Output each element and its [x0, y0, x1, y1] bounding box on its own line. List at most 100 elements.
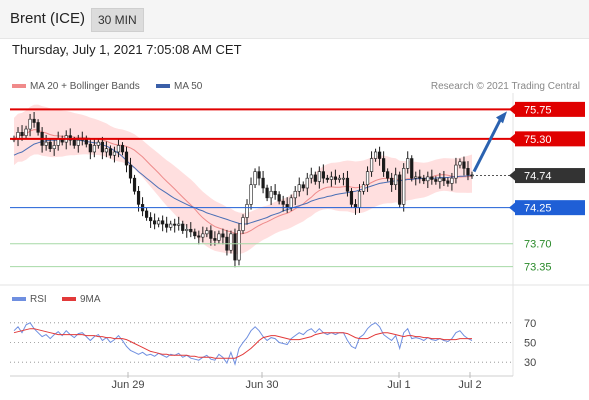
candle-body [265, 187, 269, 199]
candle-body [169, 223, 173, 228]
candle-body [249, 184, 253, 205]
candle-body [349, 190, 354, 205]
level-label-74.25: 74.25 [524, 203, 552, 215]
candle-body [261, 177, 265, 189]
candle-body [217, 233, 221, 241]
candle-body [124, 151, 129, 166]
candle-body [321, 171, 325, 179]
candle-body [305, 177, 309, 189]
level-tag-75.30 [515, 131, 585, 147]
candle-body [92, 145, 96, 153]
candle-body [414, 176, 418, 179]
level-tag-75.75 [515, 101, 585, 117]
candle-body [205, 230, 209, 235]
level-tag-74.25 [515, 200, 585, 216]
candle-body [24, 128, 28, 136]
ma20-swatch-icon [12, 84, 26, 89]
x-tick-jun-29: Jun 29 [111, 379, 144, 391]
candle-body [44, 141, 48, 146]
chart-header: Brent (ICE) 30 MIN [0, 0, 589, 39]
candle-body [104, 148, 109, 153]
candle-body [20, 132, 24, 136]
candle-body [229, 233, 233, 251]
legend-9ma: 9MA [62, 294, 101, 305]
level-tag-arrow-icon [509, 170, 515, 181]
level-tag-arrow-icon [509, 133, 515, 144]
candle-body [289, 197, 293, 208]
candle-body [418, 176, 422, 179]
candle-body [213, 238, 217, 241]
candle-body [365, 171, 370, 186]
candle-body [201, 233, 205, 238]
rsi-swatch-icon [12, 297, 26, 302]
candle-body [209, 230, 213, 239]
candle-body [301, 184, 305, 189]
candle-body [48, 141, 52, 149]
candle-body [426, 176, 430, 182]
candle-body [72, 139, 76, 146]
candle-body [185, 228, 189, 231]
legend-ma50-label: MA 50 [174, 81, 203, 92]
candle-body [430, 176, 434, 180]
candle-body [450, 177, 454, 184]
candle-body [96, 141, 100, 146]
candle-body [386, 171, 390, 179]
candle-body [237, 230, 241, 261]
level-tag-arrow-icon [509, 202, 515, 213]
legend-rsi: RSI [12, 294, 47, 305]
candle-body [454, 164, 458, 179]
level-tag-arrow-icon [509, 104, 515, 115]
candle-body [406, 158, 410, 169]
candle-body [76, 139, 80, 146]
9ma-swatch-icon [62, 297, 76, 302]
rsi-line [13, 322, 473, 366]
level-label-74.74: 74.74 [524, 171, 552, 183]
candle-body [36, 122, 40, 133]
level-label-73.70: 73.70 [524, 239, 552, 251]
candle-body [269, 190, 273, 199]
level-label-75.75: 75.75 [524, 104, 552, 116]
candle-body [257, 171, 261, 179]
date-line: Thursday, July 1, 2021 7:05:08 AM CET [12, 42, 242, 57]
candle-body [466, 168, 470, 176]
candle-body [197, 235, 201, 238]
candle-body [108, 148, 113, 156]
candle-body [157, 220, 161, 225]
rsi-tick-50: 50 [524, 338, 536, 350]
level-label-75.30: 75.30 [524, 134, 552, 146]
candle-body [309, 174, 313, 179]
candle-body [153, 220, 157, 225]
candle-body [313, 174, 317, 182]
candle-body [390, 177, 394, 186]
timeframe-badge[interactable]: 30 MIN [91, 8, 144, 32]
ma50-swatch-icon [156, 84, 170, 89]
candle-body [337, 177, 342, 180]
candle-body [341, 177, 346, 180]
bollinger-band [14, 104, 472, 255]
candle-body [221, 233, 225, 238]
candle-body [132, 177, 137, 192]
x-tick-jul-2: Jul 2 [458, 379, 481, 391]
candle-body [161, 220, 165, 225]
candle-body [273, 190, 277, 195]
candle-body [148, 217, 153, 222]
candle-body [193, 231, 197, 237]
rsi-tick-70: 70 [524, 318, 536, 330]
legend-ma20: MA 20 + Bollinger Bands [12, 81, 140, 92]
candle-body [325, 177, 329, 180]
legend-9ma-label: 9MA [80, 294, 101, 305]
x-tick-jul-1: Jul 1 [387, 379, 410, 391]
instrument-title: Brent (ICE) [10, 10, 86, 27]
candle-body [462, 161, 466, 169]
candle-body [128, 164, 133, 179]
x-tick-jun-30: Jun 30 [245, 379, 278, 391]
candle-body [398, 174, 402, 205]
candle-body [253, 171, 257, 186]
candle-body [281, 200, 285, 205]
candle-body [422, 177, 426, 182]
candle-body [333, 176, 338, 180]
candle-body [357, 190, 362, 208]
candle-body [277, 194, 281, 202]
candle-body [373, 151, 378, 159]
